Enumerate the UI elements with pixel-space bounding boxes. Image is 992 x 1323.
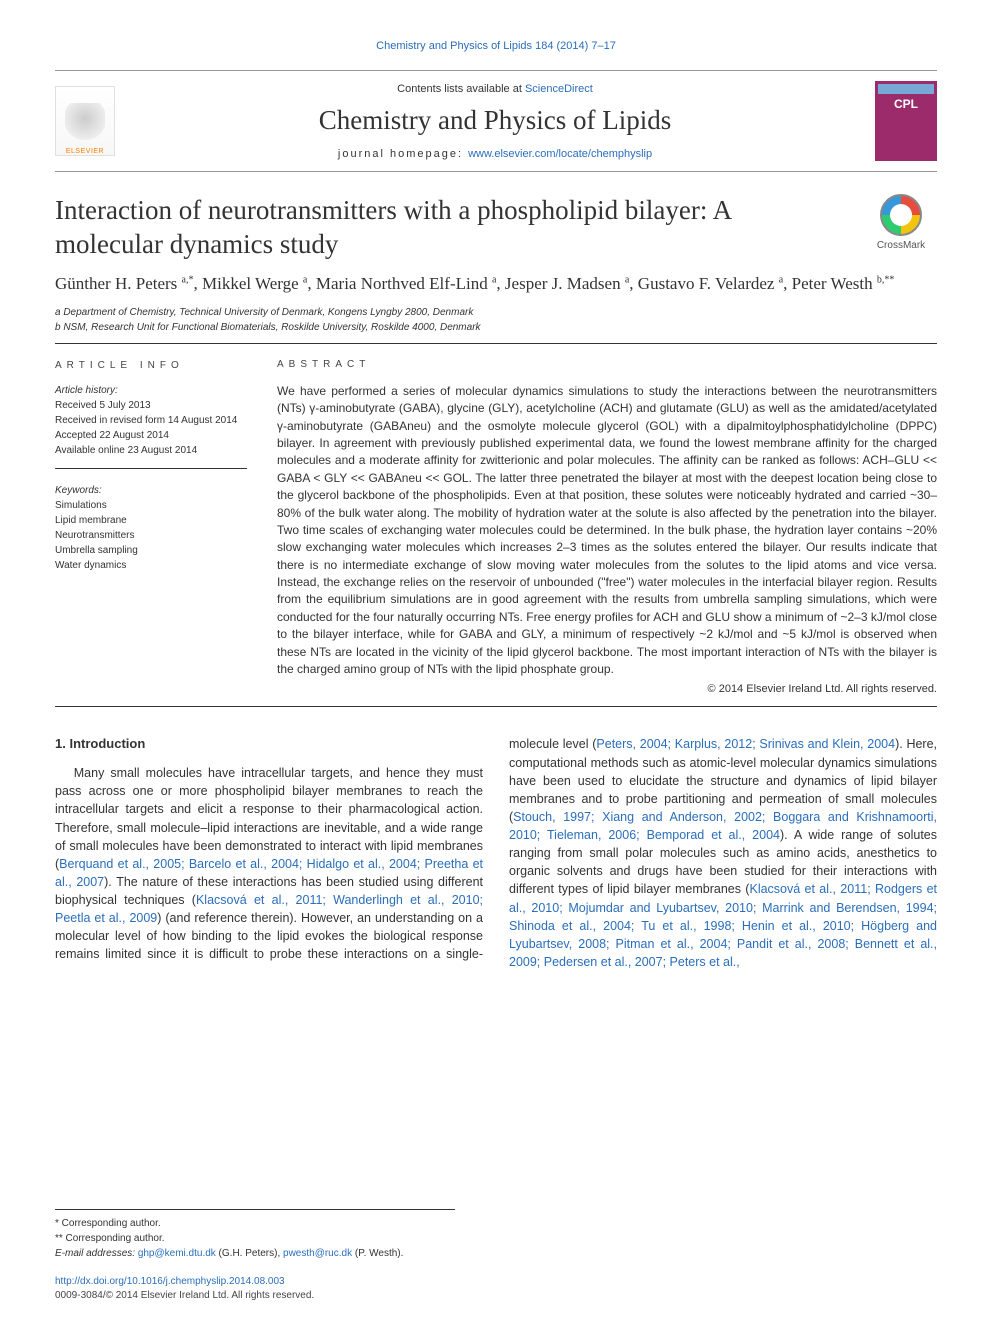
ref-link[interactable]: Peters, 2004; Karplus, 2012; Srinivas an…: [596, 737, 895, 751]
keyword: Water dynamics: [55, 558, 247, 573]
rule-top: [55, 343, 937, 344]
authors: Günther H. Peters a,*, Mikkel Werge a, M…: [55, 272, 937, 296]
corr-2: ** Corresponding author.: [55, 1231, 455, 1246]
keyword: Neurotransmitters: [55, 528, 247, 543]
abstract-text: We have performed a series of molecular …: [277, 383, 937, 679]
history-online: Available online 23 August 2014: [55, 443, 247, 458]
article-info-label: ARTICLE INFO: [55, 358, 247, 373]
masthead: ELSEVIER Contents lists available at Sci…: [55, 70, 937, 172]
doi-link[interactable]: http://dx.doi.org/10.1016/j.chemphyslip.…: [55, 1276, 285, 1287]
keywords-label: Keywords:: [55, 483, 247, 498]
email-link[interactable]: pwesth@ruc.dk: [283, 1248, 352, 1259]
tree-icon: [65, 103, 105, 148]
elsevier-logo: ELSEVIER: [55, 86, 115, 156]
citation-link[interactable]: Chemistry and Physics of Lipids 184 (201…: [376, 40, 616, 52]
masthead-center: Contents lists available at ScienceDirec…: [127, 83, 863, 160]
history-label: Article history:: [55, 383, 247, 398]
rule-info-mid: [55, 468, 247, 469]
body-text: 1. Introduction Many small molecules hav…: [55, 735, 937, 971]
footer-meta: http://dx.doi.org/10.1016/j.chemphyslip.…: [55, 1275, 937, 1303]
intro-para: Many small molecules have intracellular …: [55, 735, 937, 971]
journal-name: Chemistry and Physics of Lipids: [127, 105, 863, 136]
sciencedirect-link[interactable]: ScienceDirect: [525, 83, 593, 95]
email-link[interactable]: ghp@kemi.dtu.dk: [138, 1248, 216, 1259]
affiliation-a: a Department of Chemistry, Technical Uni…: [55, 305, 937, 320]
intro-heading: 1. Introduction: [55, 735, 483, 754]
affiliation-b: b NSM, Research Unit for Functional Biom…: [55, 320, 937, 335]
journal-homepage: journal homepage: www.elsevier.com/locat…: [127, 148, 863, 160]
homepage-link[interactable]: www.elsevier.com/locate/chemphyslip: [468, 148, 652, 160]
keyword: Umbrella sampling: [55, 543, 247, 558]
abstract-label: ABSTRACT: [277, 358, 937, 373]
running-head: Chemistry and Physics of Lipids 184 (201…: [55, 40, 937, 52]
history-revised: Received in revised form 14 August 2014: [55, 413, 247, 428]
keyword: Simulations: [55, 498, 247, 513]
affiliations: a Department of Chemistry, Technical Uni…: [55, 305, 937, 335]
crossmark-badge[interactable]: CrossMark: [865, 194, 937, 251]
corr-1: * Corresponding author.: [55, 1216, 455, 1231]
rule-bottom: [55, 706, 937, 707]
crossmark-icon: [880, 194, 922, 236]
article-info: ARTICLE INFO Article history: Received 5…: [55, 358, 247, 698]
abstract-copyright: © 2014 Elsevier Ireland Ltd. All rights …: [277, 682, 937, 698]
abstract: ABSTRACT We have performed a series of m…: [277, 358, 937, 698]
issn-copyright: 0009-3084/© 2014 Elsevier Ireland Ltd. A…: [55, 1290, 314, 1301]
history-accepted: Accepted 22 August 2014: [55, 428, 247, 443]
contents-line: Contents lists available at ScienceDirec…: [127, 83, 863, 95]
journal-cover-thumb: CPL: [875, 81, 937, 161]
keyword: Lipid membrane: [55, 513, 247, 528]
corr-emails: E-mail addresses: ghp@kemi.dtu.dk (G.H. …: [55, 1246, 455, 1261]
article-title: Interaction of neurotransmitters with a …: [55, 194, 845, 262]
history-received: Received 5 July 2013: [55, 398, 247, 413]
corresponding-footnotes: * Corresponding author. ** Corresponding…: [55, 1209, 455, 1261]
